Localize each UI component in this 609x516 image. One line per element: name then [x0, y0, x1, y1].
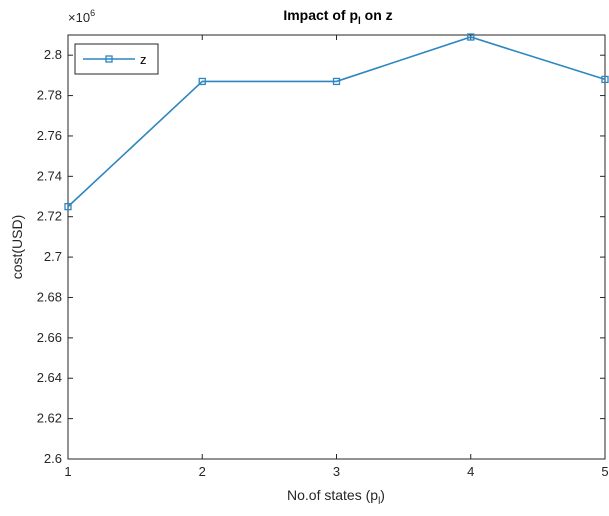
- y-tick-label: 2.62: [37, 411, 62, 426]
- plot-area: [67, 34, 606, 460]
- legend: z: [74, 43, 159, 75]
- y-tick-label: 2.64: [37, 370, 62, 385]
- series-line-z: [67, 36, 606, 208]
- x-tick-label: 3: [333, 464, 340, 479]
- y-tick-label: 2.76: [37, 128, 62, 143]
- y-exponent-label: ×106: [68, 8, 95, 25]
- y-tick-label: 2.78: [37, 88, 62, 103]
- chart-title: Impact of pl on z: [283, 7, 392, 27]
- data-point-z-1: [198, 77, 206, 86]
- y-tick-label: 2.68: [37, 289, 62, 304]
- x-tick-label: 4: [467, 464, 474, 479]
- data-point-z-2: [332, 77, 341, 86]
- y-tick-label: 2.72: [37, 209, 62, 224]
- legend-marker-z: [105, 55, 113, 63]
- x-tick-label: 5: [601, 464, 608, 479]
- data-point-z-0: [64, 202, 72, 211]
- axis-ticks: [67, 35, 606, 460]
- y-tick-label: 2.7: [44, 249, 62, 264]
- series-group: [64, 33, 609, 211]
- y-axis-label: cost(USD): [9, 215, 25, 280]
- y-tick-label: 2.6: [44, 451, 62, 466]
- data-point-z-4: [601, 75, 609, 84]
- x-tick-label: 2: [199, 464, 206, 479]
- x-tick-label: 1: [64, 464, 71, 479]
- y-tick-label: 2.66: [37, 330, 62, 345]
- tick-labels: 1 2 3 4 5 2.6 2.62 2.64 2.66 2.68 2.7 2.72 2.74 2.76 2…: [37, 47, 609, 479]
- x-axis-label: No.of states (pl): [287, 487, 385, 507]
- y-tick-label: 2.8: [44, 47, 62, 62]
- y-tick-label: 2.74: [37, 168, 62, 183]
- data-point-z-3: [467, 33, 475, 41]
- legend-label-z: z: [140, 52, 147, 67]
